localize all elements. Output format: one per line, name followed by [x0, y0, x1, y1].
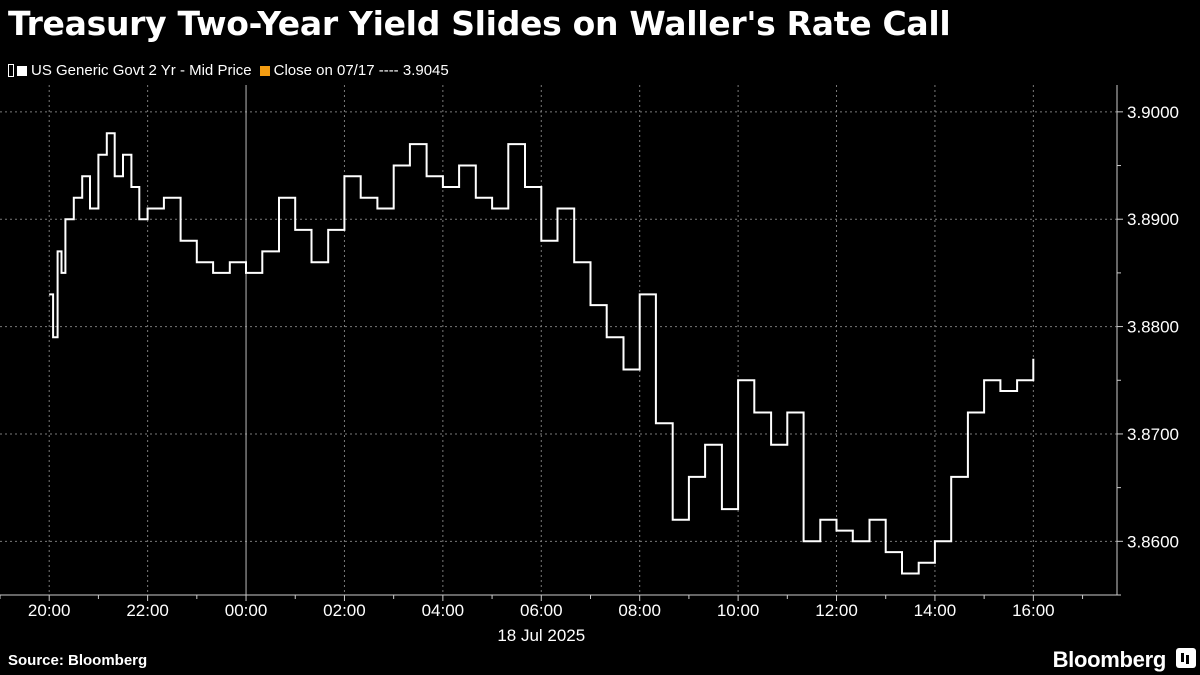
series-line: [49, 132, 1035, 575]
legend-series-swatch: [17, 65, 27, 76]
legend-line-icon: [8, 64, 14, 77]
legend: US Generic Govt 2 Yr - Mid Price Close o…: [8, 62, 457, 79]
x-tick-label: 08:00: [618, 601, 661, 620]
x-tick-label: 12:00: [815, 601, 858, 620]
x-tick-label: 06:00: [520, 601, 563, 620]
legend-close-label: Close on 07/17 ---- 3.9045: [273, 62, 449, 79]
x-tick-label: 16:00: [1012, 601, 1055, 620]
legend-item-close: Close on 07/17 ---- 3.9045: [259, 62, 449, 79]
chart-title: Treasury Two-Year Yield Slides on Waller…: [8, 4, 951, 43]
x-tick-label: 22:00: [126, 601, 169, 620]
x-tick-label: 04:00: [422, 601, 465, 620]
legend-item-series: US Generic Govt 2 Yr - Mid Price: [8, 62, 252, 79]
y-tick-label: 3.8600: [1127, 532, 1179, 551]
y-tick-label: 3.8700: [1127, 425, 1179, 444]
y-tick-label: 3.8900: [1127, 210, 1179, 229]
legend-close-swatch: [259, 65, 270, 76]
x-tick-label: 20:00: [28, 601, 71, 620]
source-note: Source: Bloomberg: [8, 652, 148, 669]
x-tick-label: 02:00: [323, 601, 366, 620]
x-axis-label: 18 Jul 2025: [497, 626, 585, 645]
x-tick-label: 00:00: [225, 601, 268, 620]
x-tick-label: 10:00: [717, 601, 760, 620]
y-tick-label: 3.8800: [1127, 318, 1179, 337]
legend-series-label: US Generic Govt 2 Yr - Mid Price: [31, 62, 252, 79]
y-tick-label: 3.9000: [1127, 103, 1179, 122]
x-tick-label: 14:00: [914, 601, 957, 620]
bloomberg-icon: [1176, 648, 1196, 668]
brand-logo: Bloomberg: [1052, 647, 1167, 672]
